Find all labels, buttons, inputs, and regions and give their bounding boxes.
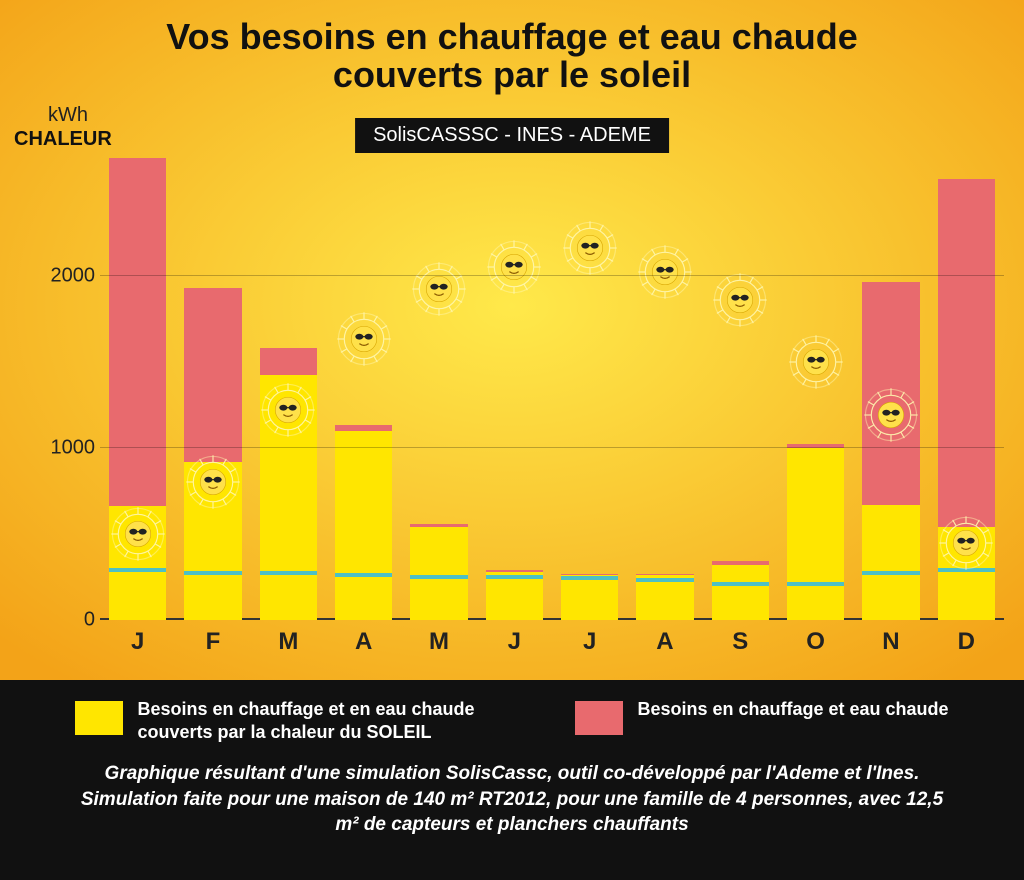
hot-water-line [184, 571, 241, 575]
bar-slot: O [778, 155, 853, 620]
hot-water-line [636, 578, 693, 582]
legend-swatch-need [575, 701, 623, 735]
legend-swatch-solar [75, 701, 123, 735]
sun-icon [335, 310, 393, 368]
y-tick-label: 2000 [50, 264, 95, 287]
bar-segment-solar [335, 431, 392, 620]
bar-segment-solar [787, 448, 844, 620]
x-tick-label: A [326, 628, 401, 656]
plot-area: J F M A [100, 155, 1004, 620]
hot-water-line [109, 568, 166, 572]
legend-label-need: Besoins en chauffage et eau chaude [637, 698, 948, 721]
bar-slot: J [100, 155, 175, 620]
bar-segment-need [862, 282, 919, 504]
bar-segment-solar [712, 565, 769, 620]
chart-area: Vos besoins en chauffage et eau chaude c… [0, 0, 1024, 680]
sun-icon [485, 238, 543, 296]
x-tick-label: M [251, 628, 326, 656]
stacked-bar [561, 574, 618, 621]
hot-water-line [938, 568, 995, 572]
hot-water-line [260, 571, 317, 575]
bar-segment-solar [184, 462, 241, 620]
hot-water-line [486, 575, 543, 579]
sun-icon [787, 333, 845, 391]
bar-slot: J [552, 155, 627, 620]
bar-segment-need [109, 158, 166, 506]
stacked-bar [787, 444, 844, 620]
x-tick-label: O [778, 628, 853, 656]
bar-segment-solar [862, 505, 919, 620]
bar-slot: A [627, 155, 702, 620]
legend-item-solar: Besoins en chauffage et en eau chaude co… [75, 698, 495, 743]
hot-water-line [862, 571, 919, 575]
x-tick-label: J [477, 628, 552, 656]
bar-slot: A [326, 155, 401, 620]
legend-panel: Besoins en chauffage et en eau chaude co… [0, 680, 1024, 880]
bar-slot: S [703, 155, 778, 620]
sun-icon [410, 260, 468, 318]
sun-icon [636, 243, 694, 301]
bar-segment-solar [260, 375, 317, 620]
y-axis-label: CHALEUR [14, 128, 112, 151]
x-tick-label: A [627, 628, 702, 656]
stacked-bar [109, 158, 166, 620]
chart-title-line2: couverts par le soleil [0, 56, 1024, 94]
stacked-bar [184, 288, 241, 620]
gridline [100, 447, 1004, 448]
bar-segment-solar [561, 575, 618, 620]
chart-title-line1: Vos besoins en chauffage et eau chaude [0, 18, 1024, 56]
legend-item-need: Besoins en chauffage et eau chaude [575, 698, 948, 743]
stacked-bar [335, 425, 392, 620]
x-tick-label: M [401, 628, 476, 656]
chart-caption: Graphique résultant d'une simulation Sol… [72, 761, 952, 838]
chart-title: Vos besoins en chauffage et eau chaude c… [0, 18, 1024, 94]
sun-icon [561, 219, 619, 277]
chart-subtitle: SolisCASSSC - INES - ADEME [355, 118, 669, 153]
stacked-bar [862, 282, 919, 620]
x-tick-label: S [703, 628, 778, 656]
bar-slot: M [401, 155, 476, 620]
bar-slot: D [929, 155, 1004, 620]
legend-row: Besoins en chauffage et en eau chaude co… [40, 698, 984, 743]
bar-segment-need [260, 348, 317, 376]
gridline [100, 275, 1004, 276]
hot-water-line [335, 573, 392, 577]
sun-icon [711, 271, 769, 329]
x-tick-label: J [100, 628, 175, 656]
bar-slot: N [853, 155, 928, 620]
x-tick-label: F [175, 628, 250, 656]
stacked-bar [260, 348, 317, 620]
bar-segment-need [938, 179, 995, 527]
stacked-bar [410, 524, 467, 620]
bar-segment-solar [486, 572, 543, 620]
hot-water-line [561, 576, 618, 580]
hot-water-line [787, 582, 844, 586]
bar-segment-solar [938, 527, 995, 620]
stacked-bar [938, 179, 995, 620]
y-tick-label: 0 [50, 609, 95, 632]
hot-water-line [410, 575, 467, 579]
x-tick-label: N [853, 628, 928, 656]
bar-slot: M [251, 155, 326, 620]
bars-container: J F M A [100, 155, 1004, 620]
bar-slot: J [477, 155, 552, 620]
stacked-bar [712, 561, 769, 620]
bar-segment-need [184, 288, 241, 462]
bar-segment-solar [410, 527, 467, 620]
x-tick-label: D [929, 628, 1004, 656]
x-tick-label: J [552, 628, 627, 656]
bar-slot: F [175, 155, 250, 620]
bar-segment-solar [109, 506, 166, 620]
legend-label-solar: Besoins en chauffage et en eau chaude co… [137, 698, 495, 743]
y-tick-label: 1000 [50, 436, 95, 459]
y-axis-unit: kWh [48, 104, 88, 127]
hot-water-line [712, 582, 769, 586]
